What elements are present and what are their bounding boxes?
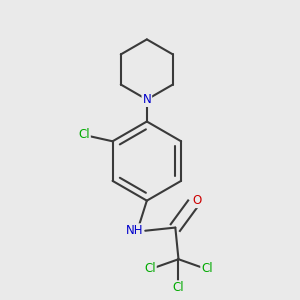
Text: Cl: Cl xyxy=(78,128,90,142)
Text: NH: NH xyxy=(125,224,143,237)
Text: N: N xyxy=(142,93,151,106)
Text: Cl: Cl xyxy=(201,262,213,275)
Text: Cl: Cl xyxy=(173,281,184,294)
Text: O: O xyxy=(193,194,202,207)
Text: Cl: Cl xyxy=(144,262,156,275)
